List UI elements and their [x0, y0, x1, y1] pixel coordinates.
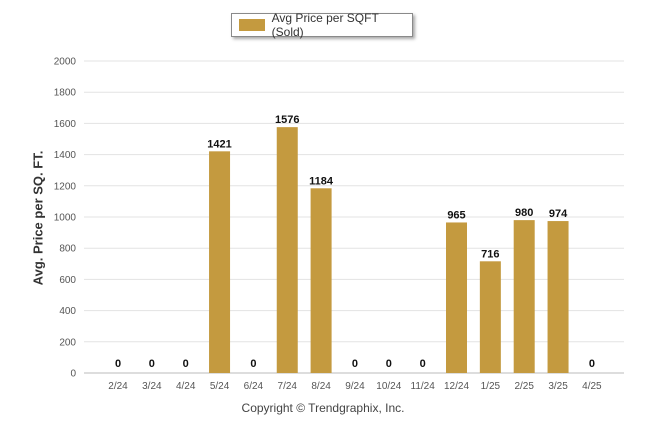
y-tick-label: 800	[59, 244, 76, 255]
y-tick-label: 0	[70, 369, 76, 380]
bar-value-label: 974	[549, 208, 568, 220]
x-tick-label: 6/24	[244, 381, 264, 392]
y-axis-label: Avg. Price per SQ. FT.	[30, 150, 46, 286]
y-tick-label: 1000	[54, 213, 77, 224]
y-tick-label: 1600	[54, 119, 77, 130]
legend-label: Avg Price per SQFT (Sold)	[271, 11, 379, 39]
bar-value-label: 0	[183, 358, 189, 370]
y-tick-label: 600	[59, 275, 76, 286]
x-tick-label: 4/25	[582, 381, 602, 392]
gridlines	[84, 60, 624, 374]
bar-value-label: 0	[386, 358, 392, 370]
x-tick-label: 11/24	[411, 381, 436, 392]
bar	[310, 188, 332, 373]
y-tick-label: 400	[59, 306, 76, 317]
bar	[479, 261, 501, 373]
bars	[209, 127, 569, 373]
x-tick-label: 12/24	[444, 381, 469, 392]
y-tick-label: 1200	[54, 181, 77, 192]
y-tick-label: 200	[59, 337, 76, 348]
bar-value-label: 1184	[309, 175, 334, 187]
bar-value-label: 0	[352, 358, 358, 370]
x-tick-label: 2/24	[108, 381, 128, 392]
y-tick-label: 2000	[54, 57, 77, 68]
copyright-text: Copyright © Trendgraphix, Inc.	[241, 401, 405, 415]
bar-value-label: 0	[250, 358, 256, 370]
bar-value-label: 1421	[207, 138, 231, 150]
x-tick-label: 5/24	[210, 381, 230, 392]
bar	[513, 220, 535, 373]
bar-value-label: 0	[589, 358, 595, 370]
bar-value-labels: 0 0 0 1421 0 1576 1184 0 0 0 965 716 980 974 0	[115, 114, 595, 370]
x-tick-label: 3/24	[142, 381, 162, 392]
x-axis-ticks: 2/24 3/24 4/24 5/24 6/24 7/24 8/24 9/24 10/24 11/…	[108, 381, 602, 392]
x-tick-label: 8/24	[311, 381, 331, 392]
bar	[446, 222, 467, 373]
y-axis-ticks: 0 200 400 600 800 1000 1200 1400 1600 1800 2000	[54, 57, 77, 380]
y-tick-label: 1400	[54, 150, 77, 161]
bar	[276, 127, 298, 373]
x-tick-label: 7/24	[278, 381, 298, 392]
bar	[209, 151, 231, 373]
x-tick-label: 4/24	[176, 381, 196, 392]
bar	[547, 221, 569, 373]
bar-value-label: 0	[420, 358, 426, 370]
bar-value-label: 1576	[275, 114, 299, 126]
x-tick-label: 2/25	[514, 381, 534, 392]
legend-swatch	[239, 19, 265, 31]
y-tick-label: 1800	[54, 88, 77, 99]
legend[interactable]: Avg Price per SQFT (Sold)	[231, 11, 413, 39]
bar-value-label: 0	[115, 358, 121, 370]
bar-value-label: 965	[447, 209, 465, 221]
x-tick-label: 10/24	[376, 381, 401, 392]
x-tick-label: 9/24	[345, 381, 365, 392]
bar-value-label: 0	[149, 358, 155, 370]
bar-value-label: 716	[481, 248, 499, 260]
bar-value-label: 980	[515, 207, 533, 219]
x-tick-label: 3/25	[548, 381, 568, 392]
x-tick-label: 1/25	[481, 381, 501, 392]
